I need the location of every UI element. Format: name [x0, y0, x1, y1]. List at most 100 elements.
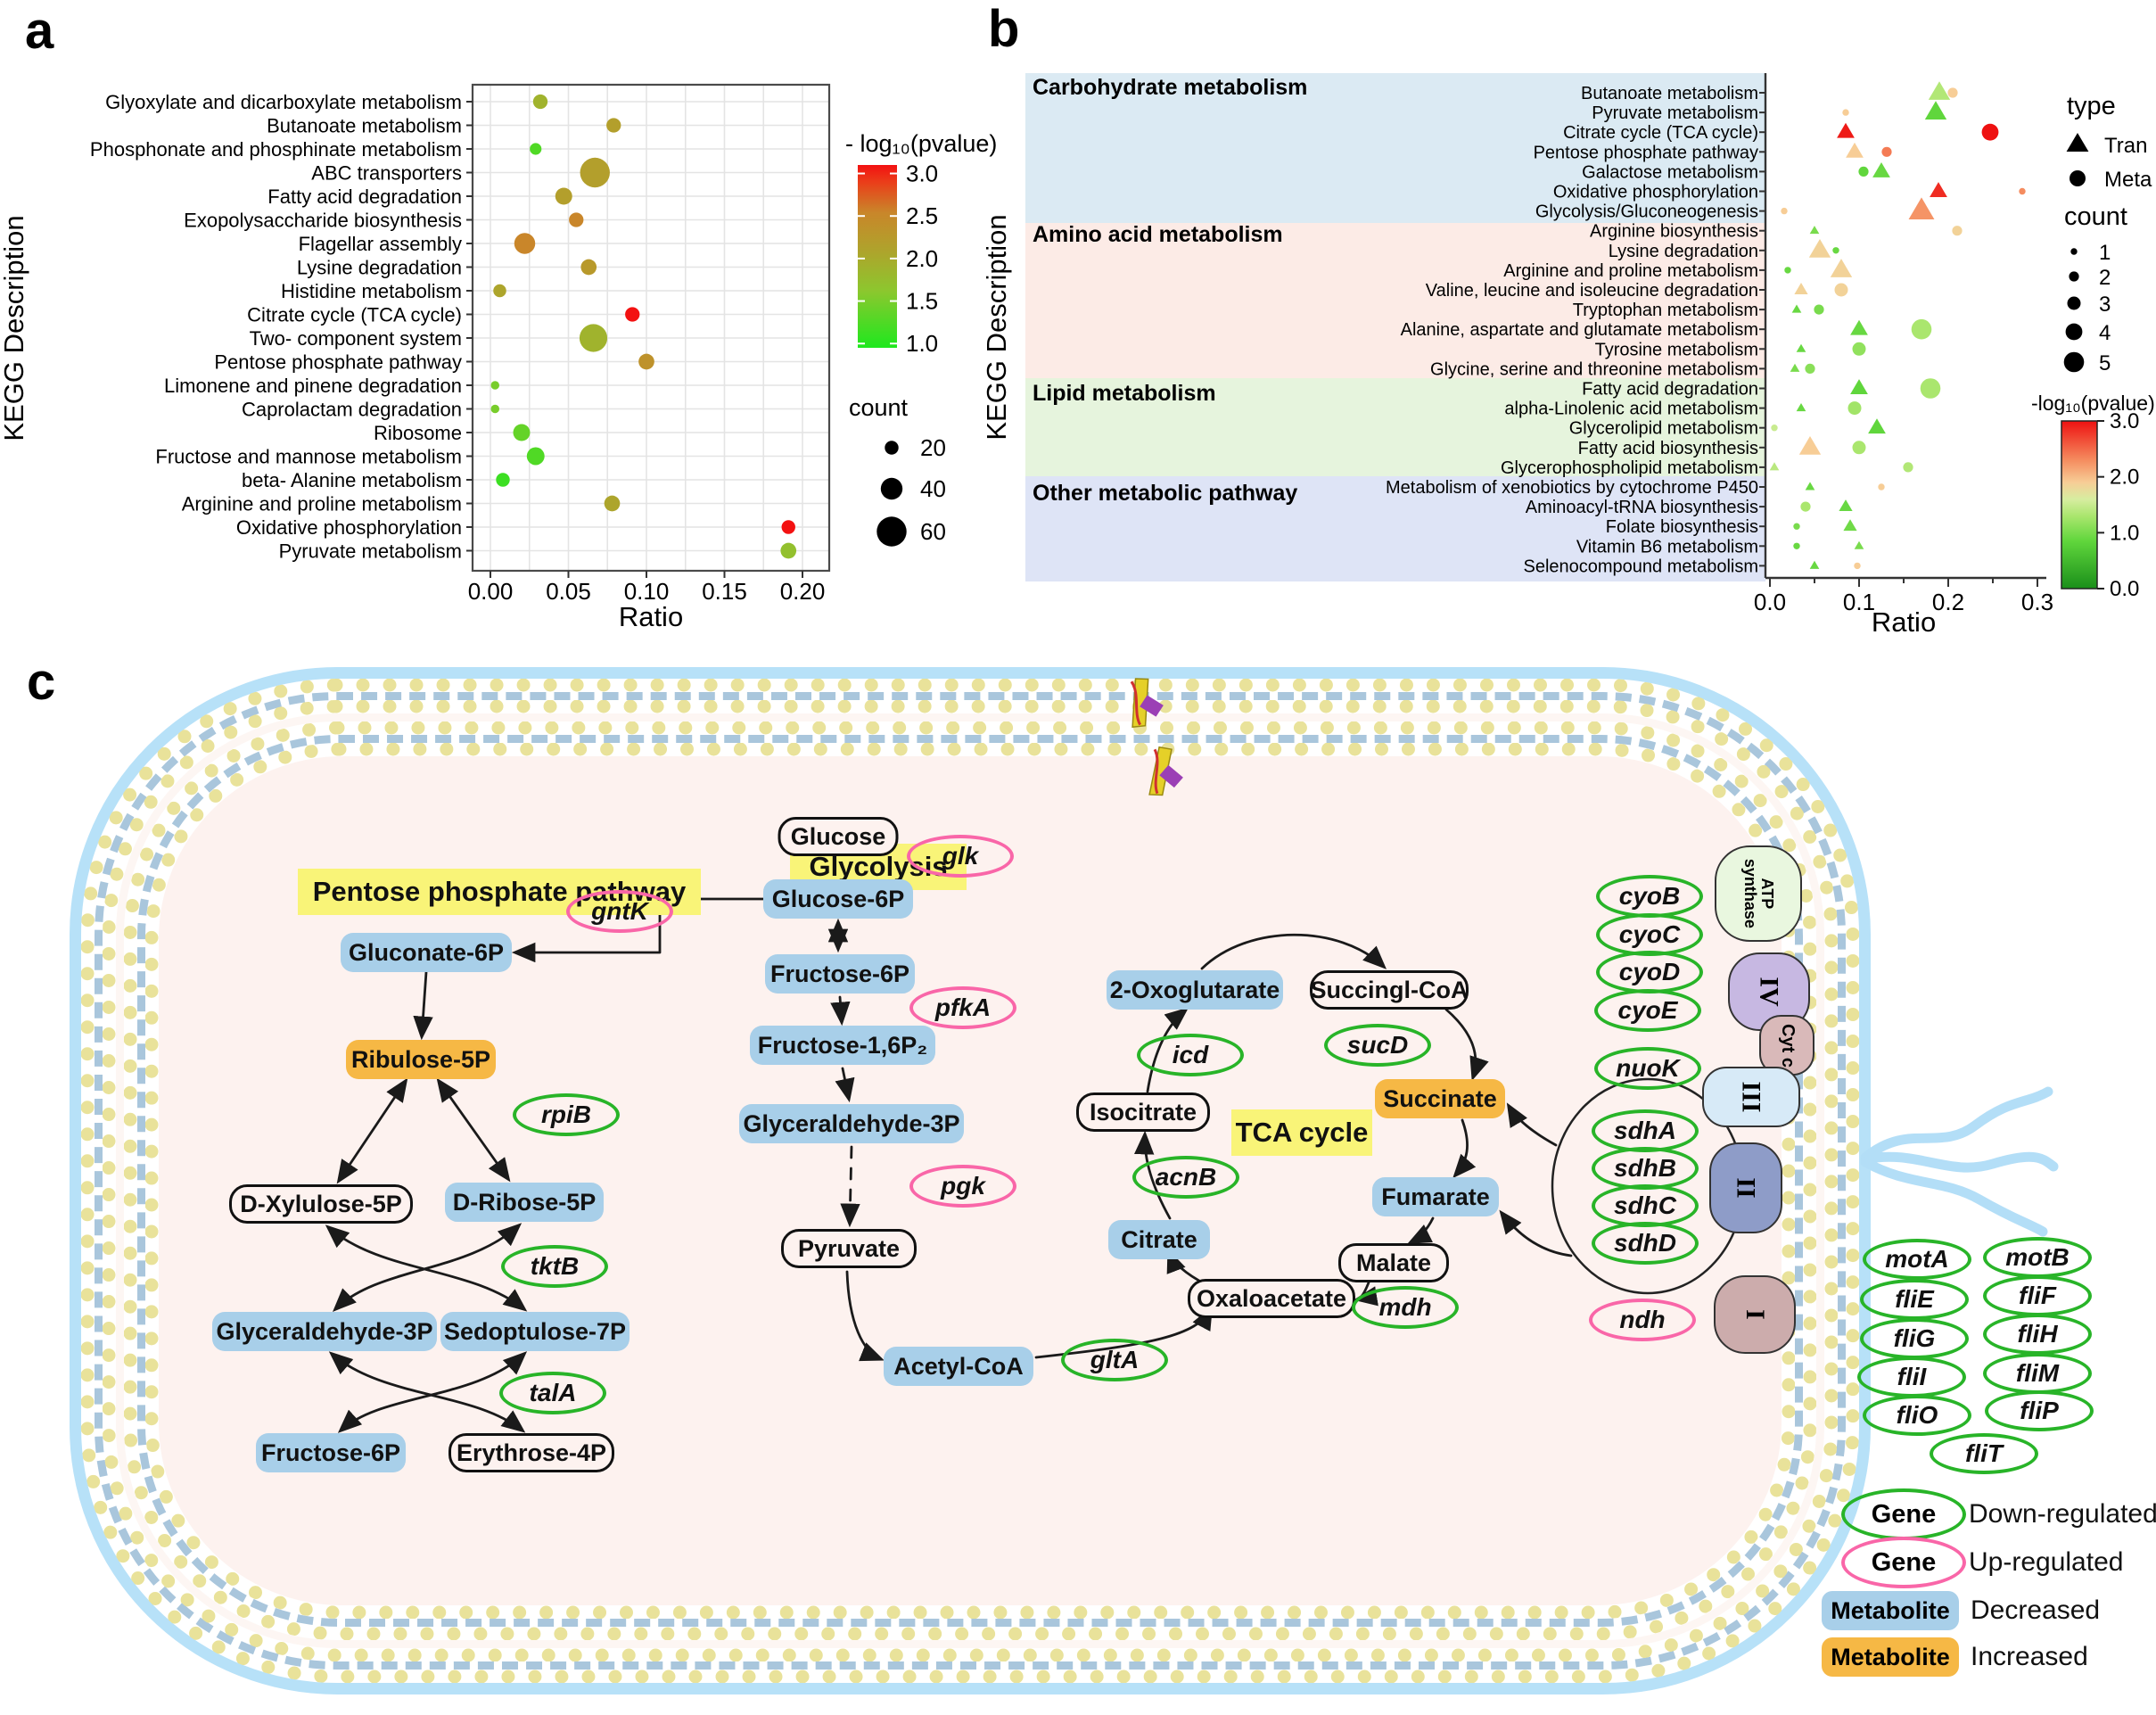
meta-marker — [1878, 483, 1885, 491]
svg-text:count: count — [2064, 202, 2127, 231]
gene-down: sdhC — [1592, 1184, 1699, 1227]
meta-marker — [1832, 247, 1839, 254]
panel-a-row-label: Oxidative phosphorylation — [236, 516, 462, 539]
metabolite-increased-swatch: Metabolite — [1822, 1637, 1959, 1677]
panel-a-row-label: Exopolysaccharide biosynthesis — [184, 210, 462, 232]
tran-marker — [1854, 540, 1864, 549]
panel-a-row-label: Pentose phosphate pathway — [214, 351, 462, 374]
svg-text:1.0: 1.0 — [906, 330, 938, 357]
tran-marker — [1791, 304, 1802, 313]
gene-down: nuoK — [1594, 1047, 1701, 1090]
pvalue-legend-title: - log₁₀(pvalue) — [845, 130, 997, 157]
bubble-point — [514, 233, 536, 254]
bubble-point — [496, 473, 510, 487]
tran-marker — [1790, 363, 1800, 372]
tran-marker — [1843, 519, 1857, 532]
tran-marker — [1808, 239, 1831, 258]
flagella — [1860, 1086, 2059, 1237]
meta-marker — [1920, 378, 1941, 399]
panel-b-row-label: Citrate cycle (TCA cycle) — [1563, 123, 1758, 143]
svg-text:0.3: 0.3 — [2021, 589, 2053, 615]
panel-a-row-label: beta- Alanine metabolism — [242, 469, 462, 491]
meta-marker — [1771, 425, 1778, 432]
panel-b-row-label: Butanoate metabolism — [1581, 84, 1758, 103]
panel-b-row-label: Pyruvate metabolism — [1592, 103, 1758, 123]
meta-marker — [2019, 187, 2026, 195]
meta-marker — [1784, 267, 1791, 274]
tran-marker — [1846, 142, 1864, 158]
panel-a-row-label: Phosphonate and phosphinate metabolism — [90, 138, 462, 161]
increased-label: Increased — [1971, 1642, 2088, 1671]
meta-marker — [1911, 318, 1932, 340]
svg-text:40: 40 — [920, 475, 946, 502]
tran-marker — [1930, 182, 1947, 197]
gene-down: cyoC — [1596, 913, 1703, 956]
decreased-label: Decreased — [1971, 1595, 2101, 1625]
flagellar-gene: motB — [1983, 1237, 2092, 1278]
svg-text:1.5: 1.5 — [906, 288, 938, 315]
flagellar-gene: fliG — [1860, 1318, 1969, 1359]
panel-b-row-label: Vitamin B6 metabolism — [1576, 537, 1758, 557]
meta-marker — [1781, 207, 1788, 215]
flagellar-gene: fliI — [1857, 1356, 1966, 1398]
panel-b-row-label: Fatty acid degradation — [1582, 380, 1758, 400]
svg-text:0.0: 0.0 — [1754, 589, 1786, 615]
metabolite-dec: Fructose-1,6P₂ — [750, 1026, 935, 1065]
up-regulated-label: Up-regulated — [1969, 1547, 2124, 1577]
flagellar-gene: fliH — [1983, 1314, 2092, 1355]
bubble-point — [604, 495, 621, 512]
meta-marker — [1793, 523, 1800, 530]
svg-text:20: 20 — [920, 434, 946, 461]
metabolite-dec: Acetyl-CoA — [884, 1347, 1033, 1386]
gene-up: glk — [907, 835, 1014, 878]
meta-marker — [1847, 401, 1862, 416]
tran-marker — [1794, 283, 1808, 294]
category-band — [1025, 223, 1765, 378]
panel-b-row-label: Glycolysis/Gluconeogenesis — [1535, 202, 1758, 222]
tran-marker — [1850, 379, 1868, 394]
panel-b-row-label: Oxidative phosphorylation — [1553, 183, 1758, 202]
category-title: Lipid metabolism — [1033, 381, 1216, 406]
panel-a-row-label: ABC transporters — [311, 162, 462, 185]
metabolite-decreased-swatch: Metabolite — [1822, 1591, 1959, 1630]
meta-marker — [1842, 109, 1849, 116]
panel-b-row-label: Glycerolipid metabolism — [1569, 419, 1758, 439]
flagellar-gene: fliM — [1983, 1353, 2092, 1394]
bubble-point — [530, 143, 542, 155]
metabolite-dec: Gluconate-6P — [341, 933, 512, 972]
panel-b-row-label: Lysine degradation — [1609, 242, 1758, 261]
tran-marker — [1908, 197, 1935, 220]
svg-text:1: 1 — [2099, 241, 2111, 265]
meta-marker — [1854, 562, 1861, 570]
panel-c-label: c — [27, 653, 56, 711]
svg-text:0.00: 0.00 — [468, 578, 514, 605]
svg-text:1.0: 1.0 — [2110, 521, 2139, 545]
svg-text:3: 3 — [2099, 293, 2111, 317]
bubble-point — [526, 447, 545, 466]
gene-up: gntK — [566, 890, 673, 933]
svg-text:0.2: 0.2 — [1932, 589, 1964, 615]
svg-text:0.10: 0.10 — [624, 578, 670, 605]
bubble-point — [490, 381, 500, 390]
svg-text:2.5: 2.5 — [906, 202, 938, 229]
flagellar-gene: fliP — [1985, 1390, 2094, 1431]
svg-text:Meta: Meta — [2104, 168, 2152, 192]
bubble-point — [532, 94, 548, 110]
type-legend-title: type — [2067, 92, 2116, 120]
panel-b-row-label: Arginine biosynthesis — [1590, 222, 1758, 242]
panel-a-row-label: Fructose and mannose metabolism — [155, 446, 462, 468]
metabolite-inc: Ribulose-5P — [346, 1040, 496, 1079]
panel-b-row-label: Pentose phosphate pathway — [1534, 143, 1758, 162]
metabolite-dec: Fructose-6P — [765, 954, 915, 994]
gene-down: cyoD — [1596, 951, 1703, 994]
meta-marker — [1814, 304, 1824, 315]
count-legend-title: count — [849, 394, 909, 421]
panel-b-row-label: Glycerophospholipid metabolism — [1501, 458, 1758, 478]
gene-up: ndh — [1589, 1299, 1696, 1341]
meta-marker — [1834, 283, 1848, 297]
category-title: Other metabolic pathway — [1033, 481, 1297, 506]
gene-down: tktB — [501, 1245, 608, 1288]
meta-marker — [1981, 123, 1999, 141]
panel-b-row-label: Alanine, aspartate and glutamate metabol… — [1401, 320, 1758, 340]
